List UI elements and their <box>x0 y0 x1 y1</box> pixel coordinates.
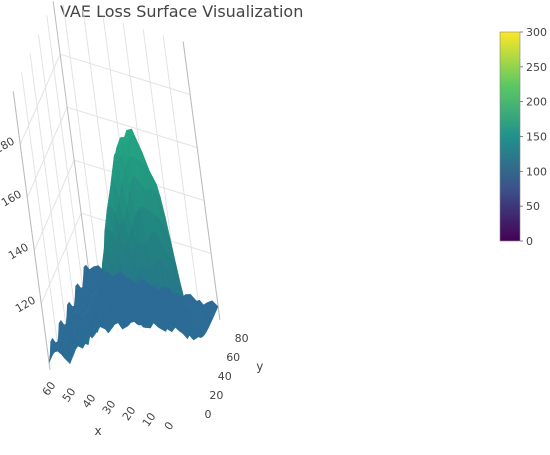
x-axis-title: x <box>94 424 101 438</box>
colorbar-tick-label: 100 <box>526 165 547 178</box>
grid-line-x <box>162 35 201 314</box>
chart-title: VAE Loss Surface Visualization <box>60 2 304 21</box>
axis-edge <box>52 1 91 280</box>
y-tick-label: 0 <box>205 408 212 421</box>
y-tick-label: 40 <box>218 370 232 383</box>
grid-line-z <box>67 106 198 148</box>
grid-line-y <box>37 34 76 313</box>
grid-line-x <box>62 4 101 283</box>
colorbar-tick-label: 0 <box>526 235 533 248</box>
loss-surface <box>48 128 219 365</box>
colorbar-tick-label: 300 <box>526 26 547 39</box>
axis-edge <box>182 41 221 320</box>
colorbar-tick-label: 200 <box>526 96 547 109</box>
surface-plot[interactable]: 0102030405060020406080120140160180xyz <box>0 0 470 455</box>
y-axis-title: y <box>256 360 263 374</box>
grid-line-y <box>21 72 59 351</box>
colorbar-tick-label: 150 <box>526 131 547 144</box>
colorbar-tick-label: 50 <box>526 200 540 213</box>
y-tick-label: 80 <box>235 332 249 345</box>
y-tick-label: 60 <box>226 351 240 364</box>
grid-line-y <box>46 15 85 294</box>
y-tick-label: 20 <box>209 389 223 402</box>
surface-patch <box>211 300 219 315</box>
grid-line-y <box>29 53 68 332</box>
colorbar-gradient <box>499 31 521 242</box>
grid-line-z <box>60 53 191 95</box>
colorbar-tick-label: 250 <box>526 61 547 74</box>
colorbar-ticks: 0 50 100 150 200 250 300 <box>520 26 547 248</box>
axis-edge <box>12 91 51 370</box>
